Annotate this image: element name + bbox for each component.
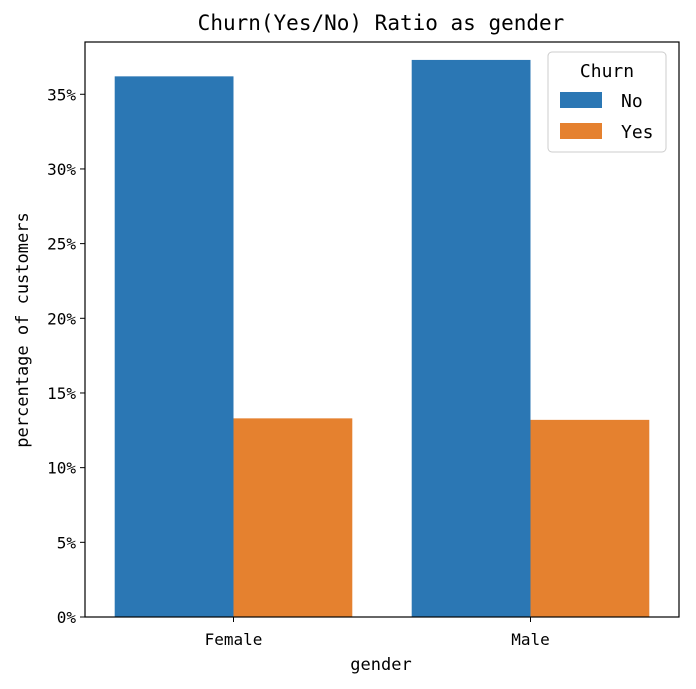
y-axis: 0% 5% 10% 15% 20% 25% 30% 35%	[47, 85, 85, 627]
y-tick-label: 35%	[47, 85, 76, 104]
legend-swatch-yes	[560, 123, 602, 139]
y-tick-label: 5%	[57, 533, 77, 552]
y-tick-label: 25%	[47, 235, 76, 254]
legend-label-no: No	[621, 91, 643, 112]
y-tick-label: 15%	[47, 384, 76, 403]
y-tick-label: 0%	[57, 608, 77, 627]
x-axis-label: gender	[350, 655, 411, 675]
y-tick-label: 10%	[47, 459, 76, 478]
chart-title: Churn(Yes/No) Ratio as gender	[198, 11, 565, 35]
bar-no-female	[114, 76, 234, 617]
watermark: 知乎 @戏易大数据	[510, 650, 643, 669]
x-tick-label: Female	[205, 630, 263, 649]
x-axis: Female Male	[205, 617, 550, 649]
legend-swatch-no	[560, 92, 602, 108]
bar-no-male	[411, 59, 531, 618]
legend-label-yes: Yes	[621, 122, 654, 143]
y-tick-label: 30%	[47, 160, 76, 179]
y-tick-label: 20%	[47, 309, 76, 328]
plot-frame	[84, 41, 680, 618]
legend: Churn No Yes	[547, 51, 667, 153]
bars-group	[114, 59, 650, 618]
bar-yes-female	[233, 418, 353, 617]
y-axis-label: percentage of customers	[13, 212, 33, 447]
bar-yes-male	[530, 419, 650, 617]
legend-title: Churn	[580, 61, 634, 82]
x-tick-label: Male	[511, 630, 550, 649]
